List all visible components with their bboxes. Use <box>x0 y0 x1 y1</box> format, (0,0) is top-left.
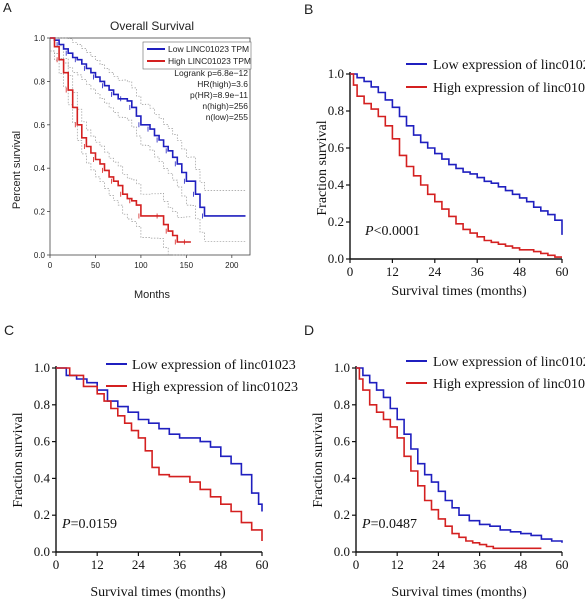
y-tick-label: 1.0 <box>34 34 46 43</box>
confidence-band <box>50 51 191 255</box>
y-tick-label: 0.8 <box>34 397 50 412</box>
annotation-n-high: n(high)=256 <box>202 101 248 111</box>
legend: Low expression of linc01023 High express… <box>406 355 585 392</box>
chart-title: Overall Survival <box>110 19 194 33</box>
x-tick-label: 0 <box>347 264 354 279</box>
p-value-text: <0.0001 <box>374 224 420 239</box>
x-tick-label: 12 <box>91 557 104 572</box>
legend-label-high: High LINC01023 TPM <box>168 56 251 66</box>
y-tick-label: 0.0 <box>34 251 46 260</box>
y-tick-label: 0.2 <box>34 208 46 217</box>
x-tick-label: 200 <box>225 261 239 270</box>
legend-label-low: Low expression of linc01023 <box>132 358 296 373</box>
x-tick-label: 48 <box>513 264 526 279</box>
y-tick-label: 0.8 <box>334 397 350 412</box>
x-tick-label: 60 <box>556 557 569 572</box>
panel-label-b: B <box>304 1 313 17</box>
p-value-text: =0.0487 <box>371 517 417 532</box>
y-tick-label: 0.0 <box>34 544 50 559</box>
panel-a: A Overall Survival Percent survival Mont… <box>3 0 251 301</box>
x-tick-label: 36 <box>473 557 487 572</box>
y-tick-label: 0.0 <box>328 251 344 266</box>
y-tick-label: 0.2 <box>34 507 50 522</box>
p-value-symbol: P <box>364 224 374 239</box>
x-tick-label: 24 <box>428 264 442 279</box>
x-tick-label: 0 <box>53 557 60 572</box>
x-axis-label: Months <box>134 289 171 301</box>
panel-d: D Fraction survival Survival times (mont… <box>304 322 585 600</box>
x-tick-label: 12 <box>391 557 404 572</box>
p-value: P<0.0001 <box>364 224 420 239</box>
y-axis-label: Fraction survival <box>311 412 326 507</box>
y-tick-label: 0.6 <box>334 434 351 449</box>
x-tick-label: 50 <box>91 261 100 270</box>
y-tick-label: 0.6 <box>34 434 51 449</box>
annotation-n-low: n(low)=255 <box>206 112 249 122</box>
y-tick-label: 0.6 <box>328 140 345 155</box>
y-tick-label: 0.4 <box>34 164 46 173</box>
stats-annotations: Logrank p=6.8e−12 HR(high)=3.6 p(HR)=8.9… <box>174 68 248 122</box>
legend-label-low: Low LINC01023 TPM <box>168 44 249 54</box>
x-axis-label: Survival times (months) <box>391 284 527 299</box>
legend-label-high: High expression of linc01023 <box>132 380 298 395</box>
p-value: P=0.0487 <box>361 517 417 532</box>
x-axis-label: Survival times (months) <box>391 585 527 600</box>
panel-c: C Fraction survival Survival times (mont… <box>4 322 298 600</box>
legend-label-low: Low expression of linc01023 <box>433 58 585 73</box>
x-tick-label: 100 <box>134 261 148 270</box>
annotation-logrank: Logrank p=6.8e−12 <box>174 68 248 78</box>
y-tick-label: 0.2 <box>334 507 350 522</box>
annotation-p-hr: p(HR)=8.9e−11 <box>190 90 248 100</box>
x-tick-label: 24 <box>432 557 446 572</box>
p-value-text: =0.0159 <box>71 517 117 532</box>
panel-label-a: A <box>3 0 12 15</box>
y-tick-label: 0.4 <box>334 470 351 485</box>
x-axis-label: Survival times (months) <box>90 585 226 600</box>
p-value: P=0.0159 <box>61 517 117 532</box>
legend: Low LINC01023 TPM High LINC01023 TPM <box>143 42 251 69</box>
x-tick-label: 48 <box>214 557 227 572</box>
y-tick-label: 0.2 <box>328 214 344 229</box>
y-tick-label: 1.0 <box>34 360 50 375</box>
legend: Low expression of linc01023 High express… <box>406 58 585 96</box>
y-tick-label: 0.0 <box>334 544 350 559</box>
y-tick-label: 0.4 <box>34 470 51 485</box>
y-tick-label: 1.0 <box>328 66 344 81</box>
x-tick-label: 24 <box>132 557 146 572</box>
panel-label-d: D <box>304 322 314 338</box>
y-tick-label: 0.6 <box>34 121 46 130</box>
y-tick-label: 0.8 <box>328 103 344 118</box>
x-tick-label: 12 <box>386 264 399 279</box>
legend-label-high: High expression of linc01023 <box>433 81 585 96</box>
x-tick-label: 60 <box>556 264 569 279</box>
legend: Low expression of linc01023 High express… <box>106 358 298 395</box>
y-tick-label: 1.0 <box>334 360 350 375</box>
y-axis-label: Fraction survival <box>11 412 26 507</box>
panel-b: B Fraction survival Survival times (mont… <box>304 1 585 299</box>
x-tick-label: 60 <box>256 557 269 572</box>
x-tick-label: 48 <box>514 557 527 572</box>
y-tick-label: 0.4 <box>328 177 345 192</box>
x-tick-label: 36 <box>471 264 485 279</box>
x-tick-label: 150 <box>180 261 194 270</box>
legend-label-low: Low expression of linc01023 <box>433 355 585 370</box>
y-tick-label: 0.8 <box>34 77 46 86</box>
x-tick-label: 0 <box>353 557 360 572</box>
y-axis-label: Fraction survival <box>315 120 330 215</box>
p-value-symbol: P <box>61 517 71 532</box>
p-value-symbol: P <box>361 517 371 532</box>
legend-label-high: High expression of linc01023 <box>433 377 585 392</box>
y-axis-label: Percent survival <box>11 131 23 209</box>
panel-label-c: C <box>4 322 14 338</box>
x-tick-label: 0 <box>48 261 53 270</box>
survival-curve <box>350 74 562 235</box>
annotation-hr: HR(high)=3.6 <box>197 79 248 89</box>
x-tick-label: 36 <box>173 557 187 572</box>
